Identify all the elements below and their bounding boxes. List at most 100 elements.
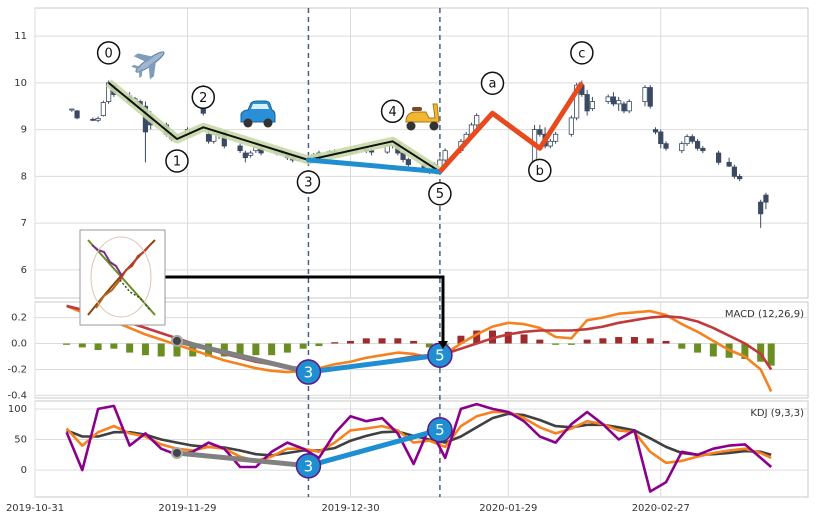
- histogram-bar: [552, 343, 560, 345]
- wave-label-circle: [165, 149, 189, 173]
- histogram-bar: [767, 343, 775, 366]
- candle-body: [647, 87, 653, 107]
- candle-body: [737, 175, 743, 180]
- impulse-wave-line: [107, 82, 441, 173]
- histogram-bar: [126, 343, 134, 353]
- wave-point-link: [305, 352, 443, 375]
- wave-label: 1: [173, 154, 181, 169]
- candle-body: [763, 194, 769, 203]
- wave-label: 5: [436, 187, 444, 202]
- candle-body: [694, 140, 701, 149]
- candle-body: [642, 87, 648, 102]
- candle-body: [405, 159, 411, 166]
- candle-body: [605, 96, 611, 102]
- candle-body: [537, 129, 543, 135]
- y-tick-label: -0.4: [7, 390, 27, 401]
- candle-body: [684, 136, 690, 145]
- airplane-icon: [131, 51, 165, 80]
- candle-body: [726, 161, 732, 167]
- panel-title: MACD (12,26,9): [725, 309, 804, 320]
- histogram-bar: [94, 343, 102, 350]
- candle-body: [69, 108, 75, 111]
- candle-body: [621, 103, 627, 112]
- candle-body: [568, 117, 574, 135]
- x-tick-label: 2020-01-29: [479, 503, 537, 514]
- histogram-bar: [410, 340, 418, 344]
- histogram-bar: [504, 331, 512, 344]
- histogram-bar: [630, 337, 638, 344]
- candle-body: [616, 100, 622, 105]
- candle-body: [731, 166, 737, 177]
- y-tick-label: 11: [14, 31, 27, 42]
- wave-point-circle: [427, 416, 453, 443]
- histogram-bar: [63, 343, 71, 345]
- histogram-bar: [110, 343, 118, 349]
- y-tick-label: 0.2: [11, 313, 27, 324]
- x-tick-label: 2019-12-30: [321, 503, 379, 514]
- histogram-bar: [662, 340, 670, 344]
- histogram-bar: [583, 339, 591, 344]
- candle-body: [584, 94, 590, 112]
- y-tick-label: 6: [21, 265, 27, 276]
- pattern-thumbnail: [79, 229, 166, 326]
- x-tick-label: 2019-11-29: [158, 503, 216, 514]
- wave-label-circle: [528, 158, 552, 183]
- candle-body: [247, 152, 254, 156]
- candle-body: [700, 147, 706, 152]
- candle-body: [237, 145, 243, 152]
- y-tick-label: 9: [21, 125, 27, 136]
- wave-label: 0: [104, 46, 112, 61]
- wave-point-label: 5: [435, 347, 445, 365]
- wave-point-dot: [170, 334, 183, 347]
- histogram-bar: [157, 343, 165, 357]
- connector-arrow: [438, 341, 448, 349]
- wave-label: b: [536, 164, 544, 179]
- histogram-bar: [709, 343, 717, 357]
- wave-link-line: [305, 157, 443, 175]
- panel-title: KDJ (9,3,3): [750, 408, 804, 419]
- histogram-bar: [78, 343, 86, 348]
- candle-body: [652, 129, 659, 133]
- candle-body: [626, 101, 632, 112]
- wave-point-label: 3: [304, 457, 314, 475]
- candle-body: [689, 136, 695, 142]
- histogram-bar: [425, 343, 433, 348]
- candle-body: [95, 117, 101, 121]
- candle-body: [90, 118, 96, 121]
- histogram-bar: [378, 338, 386, 344]
- histogram-bar: [646, 338, 654, 344]
- histogram-bar: [141, 343, 149, 356]
- candle-body: [658, 131, 664, 145]
- histogram-bar: [536, 339, 544, 344]
- scooter-icon: [405, 103, 440, 131]
- wave-point-dot: [170, 446, 183, 459]
- candle-body: [368, 150, 375, 153]
- candle-body: [547, 140, 553, 147]
- candle-body: [610, 96, 617, 105]
- wave-point-circle: [295, 359, 322, 385]
- wave-point-link: [174, 450, 311, 469]
- y-tick-label: 8: [21, 171, 27, 182]
- histogram-bar: [473, 330, 481, 344]
- histogram-bar: [599, 338, 607, 344]
- correction-wave-line: [438, 81, 585, 174]
- wave-point-circle: [295, 453, 322, 479]
- wave-label: 4: [388, 105, 396, 120]
- histogram-bar: [331, 342, 339, 344]
- wave-label-circle: [191, 85, 216, 110]
- candle-body: [552, 133, 559, 142]
- histogram-bar: [252, 343, 260, 356]
- histogram-bar: [236, 343, 244, 357]
- indicator-line: [65, 410, 772, 465]
- histogram-bar: [694, 343, 702, 353]
- candle-body: [442, 150, 448, 161]
- histogram-bar: [347, 340, 355, 344]
- histogram-bar: [315, 343, 323, 347]
- x-tick-label: 2020-02-27: [632, 503, 690, 514]
- histogram-bar: [520, 334, 528, 344]
- y-tick-label: 0: [21, 465, 27, 476]
- histogram-bar: [678, 343, 686, 349]
- y-tick-label: -0.2: [7, 364, 27, 375]
- candle-body: [716, 152, 722, 163]
